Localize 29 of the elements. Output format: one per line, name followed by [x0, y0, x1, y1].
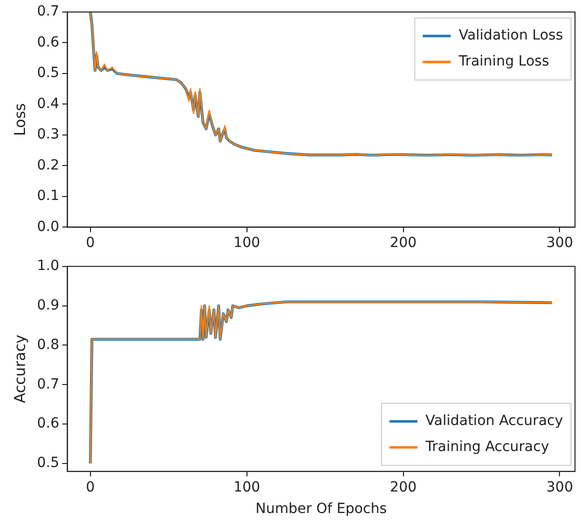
x-tick-label: 100	[233, 235, 260, 252]
y-tick-label: 0.6	[37, 416, 60, 432]
legend-label: Training Loss	[458, 54, 550, 70]
y-tick-label: 0.9	[37, 297, 60, 314]
y-axis-title: Accuracy	[10, 334, 29, 404]
y-tick-label: 0.4	[37, 96, 60, 112]
y-tick-label: 1.0	[37, 258, 60, 274]
y-tick-label: 0.3	[37, 126, 60, 143]
x-tick-label: 300	[546, 479, 574, 496]
x-tick-label: 0	[86, 235, 95, 252]
y-tick-label: 0.0	[37, 218, 60, 235]
y-tick-label: 0.2	[37, 157, 60, 174]
x-tick-label: 200	[390, 479, 417, 496]
x-axis-title: Number Of Epochs	[256, 501, 387, 518]
y-tick-label: 0.5	[37, 65, 60, 82]
y-tick-label: 0.6	[37, 34, 60, 50]
y-tick-label: 0.8	[37, 336, 60, 353]
y-tick-label: 0.1	[37, 188, 60, 204]
y-tick-label: 0.5	[37, 455, 60, 472]
x-tick-label: 200	[390, 235, 417, 252]
y-axis-title: Loss	[10, 102, 29, 136]
x-tick-label: 100	[233, 479, 260, 496]
legend-label: Validation Accuracy	[426, 413, 563, 430]
legend-label: Training Accuracy	[424, 439, 550, 456]
x-tick-label: 0	[86, 479, 95, 496]
x-tick-label: 300	[546, 235, 574, 252]
legend-label: Validation Loss	[458, 28, 564, 44]
y-tick-label: 0.7	[37, 376, 60, 392]
y-tick-label: 0.7	[37, 4, 60, 20]
